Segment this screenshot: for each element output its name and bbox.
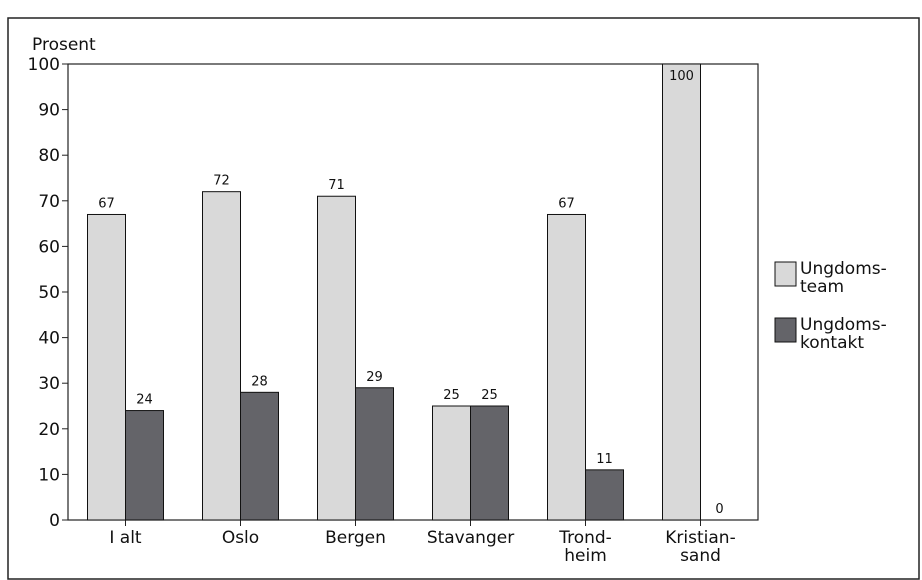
y-tick-label: 40 (38, 329, 60, 349)
value-label: 29 (366, 370, 383, 385)
legend-label: Ungdoms-team (800, 259, 887, 297)
legend-swatch (774, 261, 797, 287)
value-label: 67 (98, 196, 115, 211)
x-tick-label: Stavanger (427, 528, 514, 548)
y-tick-label: 70 (38, 192, 60, 212)
bar (547, 213, 586, 521)
bar (202, 191, 241, 521)
x-tick-label: Bergen (325, 528, 386, 548)
y-tick-label: 100 (28, 55, 60, 75)
bar (432, 405, 471, 521)
bar (662, 63, 701, 521)
bar (87, 213, 126, 521)
x-tick-label: Trond-heim (558, 528, 612, 566)
y-tick-label: 0 (49, 511, 60, 531)
bar (355, 387, 394, 521)
value-label: 72 (213, 174, 230, 189)
plot-area (67, 63, 759, 521)
bar (317, 195, 356, 521)
value-label: 24 (136, 393, 153, 408)
value-label: 67 (558, 196, 575, 211)
y-axis-label: Prosent (32, 35, 96, 55)
value-label: 100 (669, 69, 694, 84)
bar (470, 405, 509, 521)
value-label: 25 (481, 388, 498, 403)
y-tick-label: 20 (38, 420, 60, 440)
value-label: 25 (443, 388, 460, 403)
y-tick-label: 60 (38, 237, 60, 257)
y-tick-label: 90 (38, 101, 60, 121)
value-label: 11 (596, 452, 613, 467)
value-label: 0 (715, 502, 723, 517)
legend-swatch (774, 317, 797, 343)
bar (585, 469, 624, 521)
y-tick-label: 80 (38, 146, 60, 166)
y-tick-label: 50 (38, 283, 60, 303)
legend-label: Ungdoms-kontakt (800, 315, 887, 353)
value-label: 28 (251, 374, 268, 389)
x-tick-label: Kristian-sand (665, 528, 735, 566)
bar (240, 391, 279, 521)
bar (125, 410, 164, 521)
value-label: 71 (328, 178, 345, 193)
y-tick-label: 10 (38, 465, 60, 485)
x-tick-label: I alt (109, 528, 142, 548)
y-tick-label: 30 (38, 374, 60, 394)
x-tick-label: Oslo (222, 528, 259, 548)
frame (7, 17, 920, 580)
